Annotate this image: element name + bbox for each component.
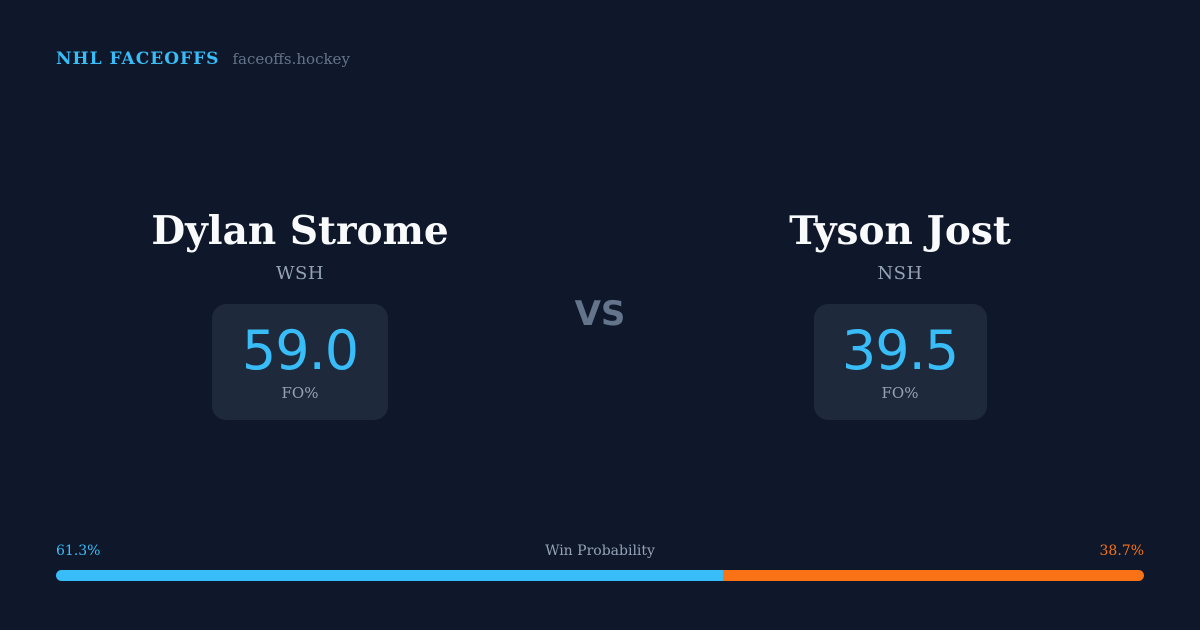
win-probability-labels: 61.3% Win Probability 38.7% xyxy=(56,543,1144,563)
player-name: Tyson Jost xyxy=(789,208,1011,254)
player-left: Dylan Strome WSH 59.0 FO% xyxy=(50,205,550,420)
brand-name: NHL FACEOFFS xyxy=(56,49,220,69)
player-right: Tyson Jost NSH 39.5 FO% xyxy=(650,205,1150,420)
vs-label: VS xyxy=(574,294,626,334)
stat-label: FO% xyxy=(881,384,919,402)
player-name: Dylan Strome xyxy=(151,208,449,254)
stat-label: FO% xyxy=(281,384,319,402)
win-prob-title: Win Probability xyxy=(545,543,655,559)
win-prob-left: 61.3% xyxy=(56,543,101,559)
win-prob-right-segment xyxy=(722,570,1144,581)
win-prob-right: 38.7% xyxy=(1099,543,1144,559)
stat-value: 59.0 xyxy=(241,319,359,382)
brand-site: faceoffs.hockey xyxy=(232,50,350,68)
win-prob-left-segment xyxy=(56,570,723,581)
win-probability-bar xyxy=(56,570,1144,581)
stat-value: 39.5 xyxy=(841,319,959,382)
player-team: NSH xyxy=(877,263,923,284)
player-team: WSH xyxy=(275,263,325,284)
brand-header: NHL FACEOFFS faceoffs.hockey xyxy=(56,49,350,69)
stat-card: 39.5 FO% xyxy=(813,304,987,420)
stat-card: 59.0 FO% xyxy=(212,304,388,420)
